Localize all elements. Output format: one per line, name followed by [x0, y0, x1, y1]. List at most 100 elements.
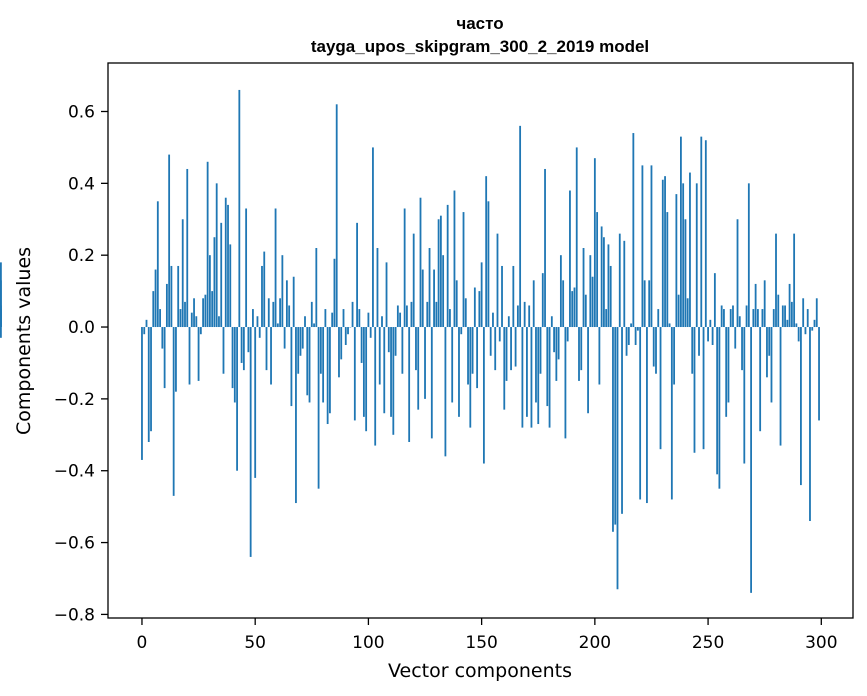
bar	[0, 262, 2, 328]
bar	[727, 327, 730, 403]
bar	[421, 269, 424, 328]
y-tick-label: −0.2	[54, 390, 95, 410]
bar	[609, 265, 612, 328]
bar	[650, 165, 653, 328]
bar	[385, 262, 388, 328]
bar	[351, 301, 354, 328]
bar	[709, 319, 712, 328]
bar	[265, 327, 268, 371]
x-tick-label: 100	[352, 633, 384, 653]
bar	[768, 327, 771, 356]
bar	[707, 327, 709, 342]
x-axis-ticks: 0 50 100 150 200 250 300	[137, 618, 838, 653]
y-tick-label: −0.6	[54, 534, 95, 554]
bar	[766, 327, 768, 378]
bar	[625, 327, 628, 356]
bar	[458, 327, 460, 417]
bar	[163, 327, 166, 389]
bar	[390, 327, 392, 417]
bar	[451, 327, 454, 403]
bar	[143, 327, 146, 335]
bar	[772, 309, 775, 328]
bar	[736, 219, 739, 328]
bar	[573, 287, 576, 328]
bars-group	[0, 89, 820, 593]
bar	[788, 283, 791, 328]
bar	[396, 305, 399, 328]
bar	[310, 301, 313, 328]
bar	[618, 233, 621, 328]
bar	[605, 309, 608, 328]
bar	[571, 291, 574, 328]
bar	[362, 327, 365, 417]
bar	[435, 301, 438, 328]
bar	[161, 327, 164, 349]
bar	[141, 327, 143, 460]
bar	[562, 280, 565, 328]
bar	[453, 190, 456, 328]
bar	[372, 147, 374, 328]
bar	[575, 147, 578, 328]
bar	[516, 305, 519, 328]
y-axis-ticks: −0.8 −0.6 −0.4 −0.2 0.0 0.2 0.4 0.6	[54, 102, 108, 625]
x-tick-label: 150	[465, 633, 497, 653]
bar	[444, 327, 447, 457]
bar	[356, 222, 358, 328]
bar	[224, 197, 227, 328]
y-tick-label: 0.2	[68, 246, 95, 266]
bar	[729, 309, 732, 328]
plot-frame	[107, 62, 854, 619]
bar	[793, 233, 796, 328]
bar	[480, 262, 483, 328]
bar	[267, 298, 270, 328]
bar	[410, 301, 413, 328]
bar	[802, 298, 805, 328]
bar	[630, 323, 632, 328]
bar	[813, 319, 816, 328]
bar	[301, 327, 304, 349]
bar	[501, 265, 503, 328]
bar	[519, 125, 522, 328]
bar	[473, 287, 476, 328]
bar	[170, 265, 173, 328]
bar	[333, 258, 336, 328]
bar	[759, 327, 762, 432]
bar	[815, 298, 818, 328]
bar	[464, 298, 467, 328]
bar	[741, 327, 743, 371]
bar	[505, 327, 508, 381]
bar	[317, 327, 320, 489]
bar	[492, 312, 494, 328]
chart-title: часто	[456, 14, 503, 33]
bar	[530, 327, 533, 428]
bar	[684, 219, 687, 328]
bar	[211, 291, 214, 328]
bar	[761, 309, 764, 328]
bar	[784, 305, 786, 328]
bar	[680, 136, 682, 328]
y-tick-label: 0.0	[68, 318, 95, 338]
bar	[632, 133, 635, 328]
bar	[399, 312, 402, 328]
bar	[627, 327, 630, 345]
bar	[338, 327, 340, 378]
bar	[238, 89, 241, 328]
x-tick-label: 200	[579, 633, 611, 653]
bar	[756, 309, 759, 328]
bar	[523, 301, 526, 328]
bar	[614, 327, 617, 525]
bar	[514, 327, 517, 367]
bar	[682, 183, 685, 328]
bar	[689, 172, 691, 328]
chart-subtitle: tayga_upos_skipgram_300_2_2019 model	[311, 37, 649, 56]
bar	[752, 309, 755, 328]
bar	[498, 327, 501, 342]
bar	[795, 323, 798, 328]
bar	[347, 327, 349, 335]
bar	[811, 327, 814, 331]
bar	[256, 316, 259, 328]
bar	[261, 265, 263, 328]
bar	[582, 248, 585, 328]
bar	[419, 197, 422, 328]
bar	[263, 251, 266, 328]
